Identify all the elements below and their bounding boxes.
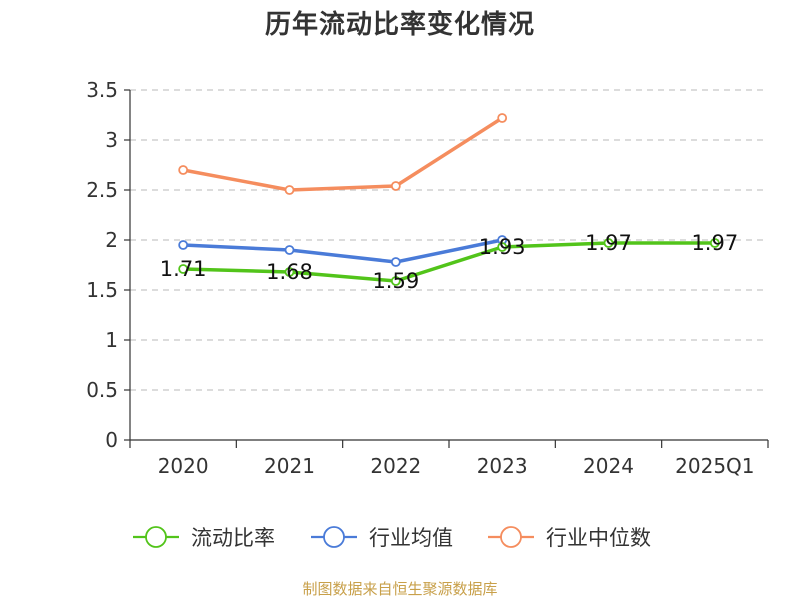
x-tick-labels: 2020 2021 2022 2023 2024 2025Q1 bbox=[158, 454, 755, 478]
data-point bbox=[284, 185, 295, 195]
data-label: 1.97 bbox=[585, 231, 632, 255]
data-point bbox=[178, 240, 189, 250]
y-tick-label: 2 bbox=[105, 228, 118, 252]
data-labels: 1.71 1.68 1.59 1.93 1.97 1.97 bbox=[160, 231, 738, 293]
chart-title: 历年流动比率变化情况 bbox=[264, 10, 535, 40]
x-tick-label: 2020 bbox=[158, 454, 209, 478]
x-tick-label: 2025Q1 bbox=[675, 454, 754, 478]
data-point bbox=[709, 238, 720, 248]
data-point bbox=[390, 181, 401, 191]
y-tick-label: 0.5 bbox=[86, 378, 118, 402]
grid-lines bbox=[130, 89, 768, 391]
x-tick-label: 2023 bbox=[477, 454, 528, 478]
data-label: 1.68 bbox=[266, 260, 313, 284]
legend-marker bbox=[145, 526, 167, 548]
y-tick-label: 0 bbox=[105, 428, 118, 452]
series-line bbox=[181, 238, 504, 264]
data-point bbox=[284, 267, 295, 277]
x-tick-label: 2022 bbox=[370, 454, 421, 478]
legend-label: 流动比率 bbox=[191, 526, 275, 550]
y-tick-label: 1 bbox=[105, 328, 118, 352]
data-point bbox=[497, 113, 508, 123]
data-point bbox=[390, 257, 401, 267]
source-note: 制图数据来自恒生聚源数据库 bbox=[302, 580, 498, 598]
axes bbox=[124, 89, 769, 448]
data-label: 1.71 bbox=[160, 257, 207, 281]
y-tick-label: 2.5 bbox=[86, 178, 118, 202]
series-lines bbox=[178, 113, 720, 286]
y-tick-label: 3 bbox=[105, 128, 118, 152]
data-point bbox=[178, 165, 189, 175]
legend: 流动比率 行业均值 行业中位数 bbox=[133, 526, 651, 550]
data-point bbox=[603, 238, 614, 248]
series-line bbox=[181, 241, 717, 283]
data-point bbox=[178, 264, 189, 274]
x-tick-label: 2021 bbox=[264, 454, 315, 478]
data-point bbox=[284, 245, 295, 255]
y-tick-label: 3.5 bbox=[86, 78, 118, 102]
data-point bbox=[497, 242, 508, 252]
legend-label: 行业均值 bbox=[369, 526, 453, 550]
data-label: 1.59 bbox=[372, 269, 419, 293]
y-tick-label: 1.5 bbox=[86, 278, 118, 302]
x-tick-label: 2024 bbox=[583, 454, 634, 478]
series-line bbox=[181, 116, 504, 192]
legend-label: 行业中位数 bbox=[546, 526, 651, 550]
data-label: 1.97 bbox=[691, 231, 738, 255]
legend-marker bbox=[323, 526, 345, 548]
data-label: 1.93 bbox=[479, 235, 526, 259]
y-tick-labels: 0 0.5 1 1.5 2 2.5 3 3.5 bbox=[86, 78, 118, 452]
legend-marker bbox=[500, 526, 522, 548]
data-point bbox=[390, 276, 401, 286]
